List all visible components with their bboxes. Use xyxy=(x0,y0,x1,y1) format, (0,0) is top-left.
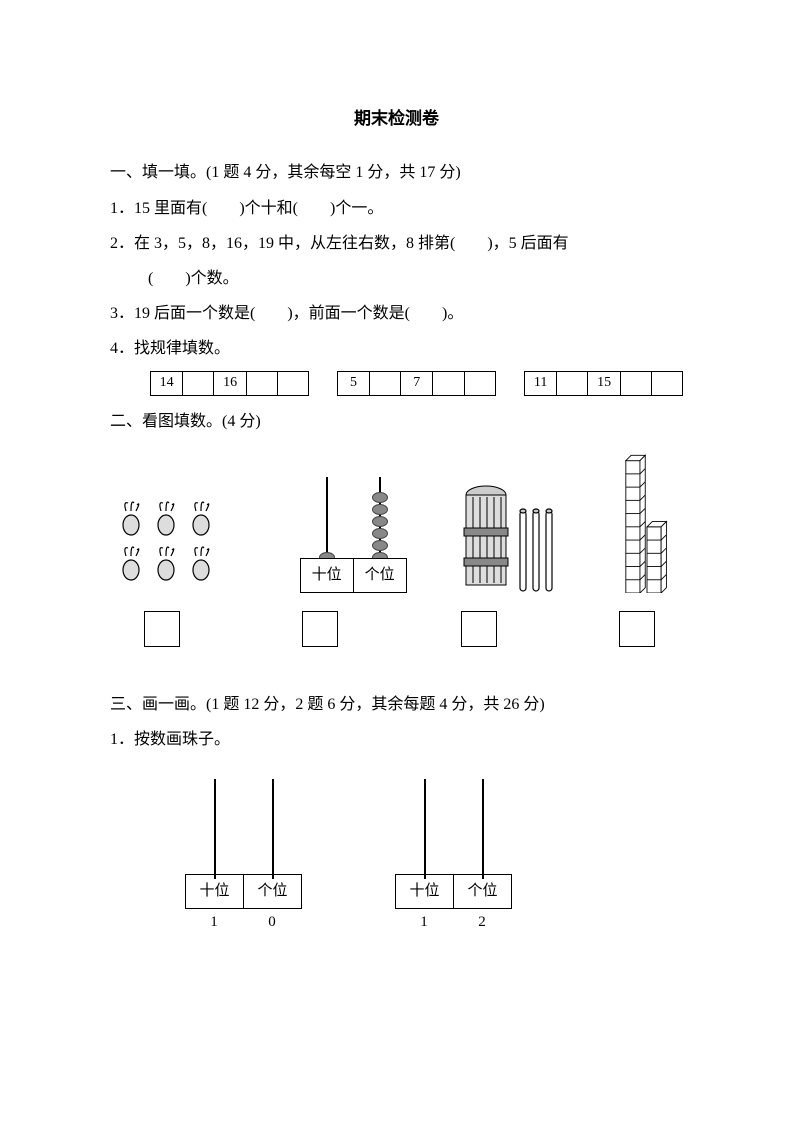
abacus-label: 十位 xyxy=(300,558,353,592)
pattern-cell xyxy=(183,371,214,395)
radishes-image xyxy=(116,493,246,593)
q1: 1．15 里面有( )个十和( )个一。 xyxy=(110,191,683,226)
q4: 4．找规律填数。 xyxy=(110,331,683,366)
abacus-q-a: 十位 个位 1 0 xyxy=(170,769,320,939)
pattern-table-2: 5 7 xyxy=(337,371,496,396)
abacus-label: 个位 xyxy=(454,875,512,909)
pattern-cell xyxy=(464,371,495,395)
abacus-label: 个位 xyxy=(353,558,406,592)
answer-box xyxy=(461,611,497,647)
pattern-row: 14 16 5 7 11 15 xyxy=(150,371,683,396)
abacus-question-row: 十位 个位 1 0 十位 个位 1 2 xyxy=(170,769,683,939)
abacus-label: 十位 xyxy=(396,875,454,909)
answer-box xyxy=(619,611,655,647)
answer-box xyxy=(302,611,338,647)
pattern-cell xyxy=(620,371,651,395)
q2-line1: 2．在 3，5，8，16，19 中，从左往右数，8 排第( )，5 后面有 xyxy=(110,226,683,261)
cubes-image xyxy=(617,443,677,593)
pattern-cell xyxy=(651,371,682,395)
abacus-num: 1 xyxy=(395,906,453,939)
pattern-table-1: 14 16 xyxy=(150,371,309,396)
pattern-cell: 7 xyxy=(401,371,433,395)
pattern-cell xyxy=(277,371,308,395)
section1-heading: 一、填一填。(1 题 4 分，其余每空 1 分，共 17 分) xyxy=(110,155,683,190)
pattern-cell: 11 xyxy=(525,371,557,395)
pattern-cell xyxy=(246,371,277,395)
pattern-cell xyxy=(369,371,400,395)
images-row: 十位 个位 xyxy=(110,453,683,593)
abacus-num: 2 xyxy=(453,906,511,939)
pattern-cell: 16 xyxy=(214,371,246,395)
answer-box xyxy=(144,611,180,647)
pattern-table-3: 11 15 xyxy=(524,371,683,396)
sticks-image xyxy=(463,473,563,593)
pattern-cell xyxy=(433,371,464,395)
pattern-cell: 14 xyxy=(151,371,183,395)
q3-1: 1．按数画珠子。 xyxy=(110,722,683,757)
pattern-cell xyxy=(557,371,588,395)
abacus-label: 十位 xyxy=(186,875,244,909)
abacus-num: 0 xyxy=(243,906,301,939)
q2-line2: ( )个数。 xyxy=(110,261,683,296)
pattern-cell: 15 xyxy=(588,371,620,395)
section2-heading: 二、看图填数。(4 分) xyxy=(110,404,683,439)
abacus-q-b: 十位 个位 1 2 xyxy=(380,769,530,939)
section3-heading: 三、画一画。(1 题 12 分，2 题 6 分，其余每题 4 分，共 26 分) xyxy=(110,687,683,722)
q3: 3．19 后面一个数是( )，前面一个数是( )。 xyxy=(110,296,683,331)
abacus-num: 1 xyxy=(185,906,243,939)
abacus-label: 个位 xyxy=(244,875,302,909)
pattern-cell: 5 xyxy=(338,371,370,395)
abacus-image: 十位 个位 xyxy=(300,473,410,593)
answer-row xyxy=(110,611,683,647)
page-title: 期末检测卷 xyxy=(110,100,683,137)
